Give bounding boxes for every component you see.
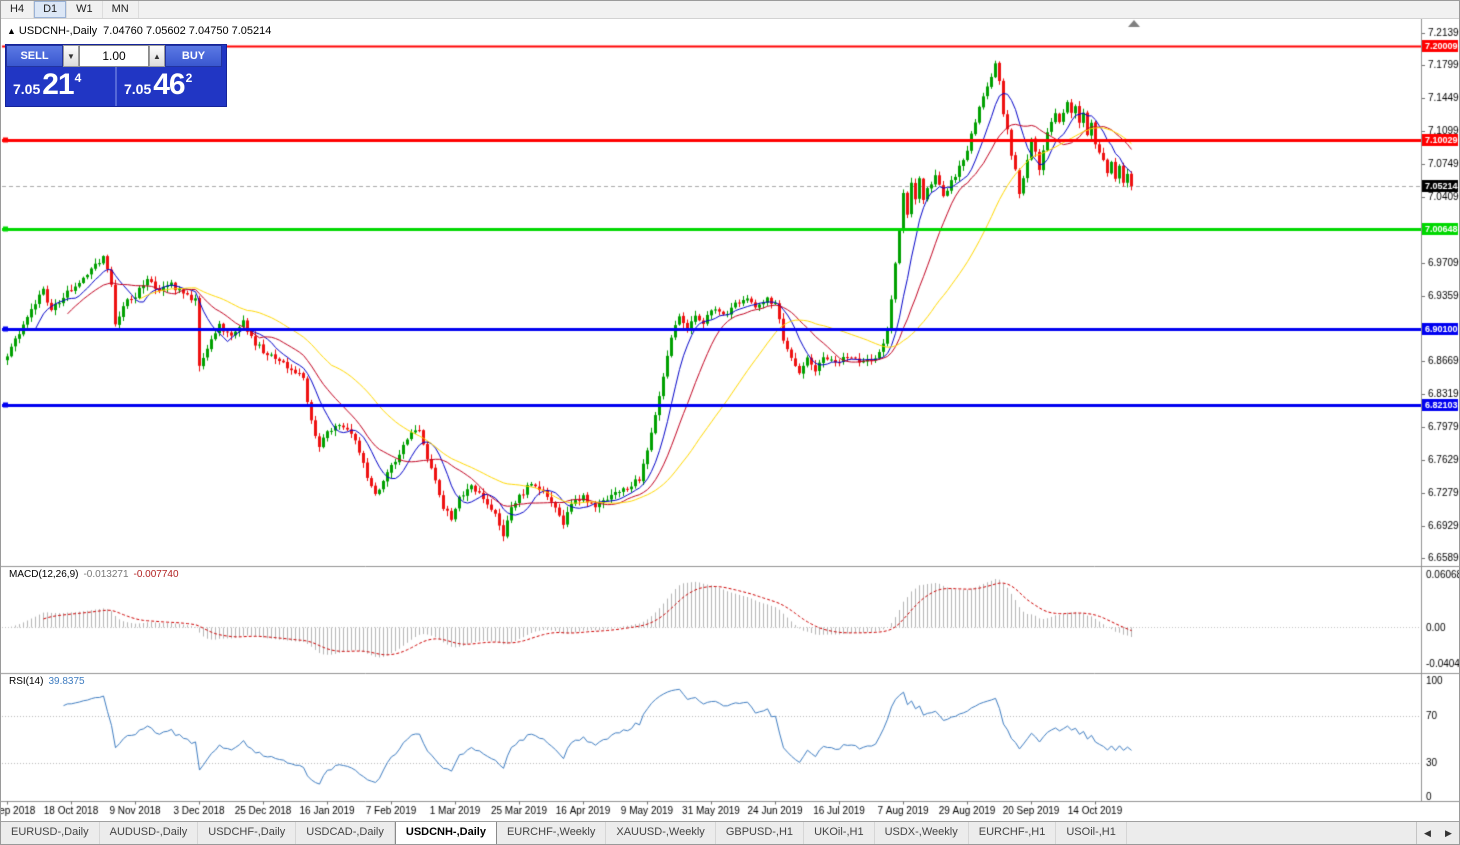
buy-button[interactable]: BUY (165, 45, 222, 67)
tabs-scroll-left-button[interactable]: ◀ (1417, 822, 1438, 844)
volume-input[interactable] (79, 45, 149, 67)
price-divider (115, 67, 117, 106)
buy-price[interactable]: 7.05 46 2 (117, 67, 226, 106)
chart-ohlc-values: 7.04760 7.05602 7.04750 7.05214 (103, 25, 272, 37)
chart-tab-eurchf-weekly[interactable]: EURCHF-,Weekly (497, 822, 607, 844)
chart-title: ▲ USDCNH-,Daily 7.04760 7.05602 7.04750 7.… (7, 25, 271, 37)
chart-tab-gbpusd-h1[interactable]: GBPUSD-,H1 (716, 822, 805, 844)
sell-price[interactable]: 7.05 21 4 (6, 67, 115, 106)
timeframe-button-mn[interactable]: MN (103, 1, 139, 18)
sell-price-pips: 21 (42, 68, 74, 101)
macd-signal-value: -0.007740 (133, 569, 179, 580)
chart-tab-eurchf-h1[interactable]: EURCHF-,H1 (969, 822, 1057, 844)
timeframe-toolbar: H4 D1 W1 MN (1, 1, 1459, 19)
chart-tab-xauusd-weekly[interactable]: XAUUSD-,Weekly (606, 822, 716, 844)
chart-tab-bar: EURUSD-,Daily AUDUSD-,Daily USDCHF-,Daily U… (1, 821, 1459, 844)
trade-prices-row: 7.05 21 4 7.05 46 2 (6, 67, 226, 106)
macd-main-value: -0.013271 (83, 569, 129, 580)
buy-price-point: 2 (185, 71, 193, 85)
chart-tab-audusd-daily[interactable]: AUDUSD-,Daily (100, 822, 199, 844)
chart-tab-usdchf-daily[interactable]: USDCHF-,Daily (198, 822, 297, 844)
sell-price-point: 4 (74, 71, 82, 85)
macd-indicator-label: MACD(12,26,9) -0.013271 -0.007740 (9, 569, 179, 580)
macd-name: MACD(12,26,9) (9, 569, 79, 580)
collapse-chart-icon[interactable]: ▲ (7, 26, 16, 36)
buy-price-base: 7.05 (124, 81, 152, 97)
chart-tab-usdcnh-daily[interactable]: USDCNH-,Daily (394, 822, 497, 844)
chart-tab-usdcad-daily[interactable]: USDCAD-,Daily (296, 822, 395, 844)
rsi-name: RSI(14) (9, 676, 44, 687)
chart-tab-ukoil-h1[interactable]: UKOil-,H1 (804, 822, 875, 844)
timeframe-button-d1[interactable]: D1 (34, 1, 68, 18)
chart-tab-usoil-h1[interactable]: USOil-,H1 (1056, 822, 1127, 844)
chart-symbol-period: USDCNH-,Daily (18, 25, 98, 37)
timeframe-button-h4[interactable]: H4 (1, 1, 35, 18)
sell-price-base: 7.05 (13, 81, 41, 97)
chart-tab-usdx-weekly[interactable]: USDX-,Weekly (875, 822, 969, 844)
trade-controls-row: SELL ▼ ▲ BUY (6, 45, 226, 67)
tabs-scroll-right-button[interactable]: ▶ (1438, 822, 1459, 844)
one-click-trading-panel: SELL ▼ ▲ BUY 7.05 21 4 7.05 46 2 (5, 44, 227, 107)
buy-price-pips: 46 (153, 68, 185, 101)
sell-button[interactable]: SELL (6, 45, 63, 67)
rsi-value: 39.8375 (48, 676, 85, 687)
volume-decrease-button[interactable]: ▼ (63, 45, 79, 67)
timeframe-button-w1[interactable]: W1 (67, 1, 103, 18)
tab-scroll-arrows: ◀ ▶ (1416, 822, 1459, 844)
chart-tab-eurusd-daily[interactable]: EURUSD-,Daily (1, 822, 100, 844)
chart-tabs: EURUSD-,Daily AUDUSD-,Daily USDCHF-,Daily U… (1, 822, 1127, 844)
rsi-indicator-label: RSI(14) 39.8375 (9, 676, 85, 687)
volume-increase-button[interactable]: ▲ (149, 45, 165, 67)
